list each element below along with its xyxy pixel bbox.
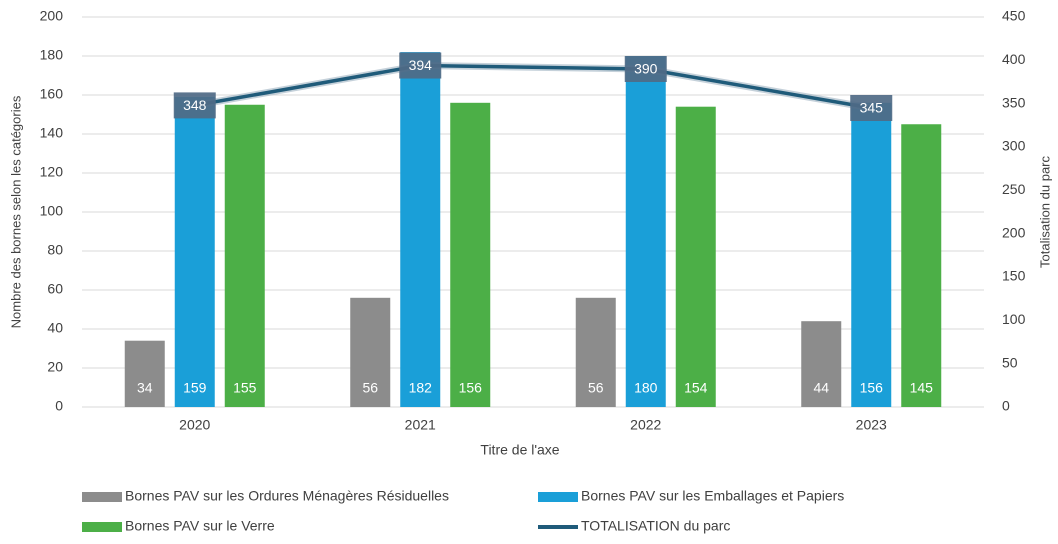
- bar: [350, 297, 391, 407]
- bar: [901, 124, 942, 407]
- legend-label: Bornes PAV sur le Verre: [125, 518, 275, 534]
- y-tick-label: 200: [40, 8, 64, 24]
- y-tick-label: 180: [40, 47, 64, 63]
- legend-swatch: [538, 492, 578, 502]
- legend-label: Bornes PAV sur les Ordures Ménagères Rés…: [125, 488, 449, 504]
- line-value-label: 345: [860, 100, 884, 116]
- y2-tick-label: 0: [1002, 398, 1010, 414]
- y-tick-label: 120: [40, 164, 64, 180]
- y2-tick-label: 450: [1002, 8, 1026, 24]
- line-value-label: 394: [409, 57, 433, 73]
- legend-swatch: [82, 522, 122, 532]
- y-tick-label: 60: [47, 281, 63, 297]
- line-value-label: 348: [183, 97, 207, 113]
- line-label-box: [624, 56, 667, 82]
- x-tick-label: 2021: [405, 417, 436, 433]
- bar: [400, 52, 441, 407]
- legend-swatch: [82, 492, 122, 502]
- y2-tick-label: 100: [1002, 311, 1026, 327]
- y-tick-label: 140: [40, 125, 64, 141]
- y2-tick-label: 250: [1002, 181, 1026, 197]
- y2-tick-label: 350: [1002, 94, 1026, 110]
- bar-value-label: 159: [183, 380, 207, 396]
- x-tick-label: 2020: [179, 417, 210, 433]
- bar: [851, 102, 892, 408]
- bar-value-label: 182: [409, 380, 433, 396]
- bar-value-label: 145: [910, 380, 934, 396]
- x-tick-label: 2022: [630, 417, 661, 433]
- y-tick-label: 20: [47, 359, 63, 375]
- y-tick-label: 0: [55, 398, 63, 414]
- line-label-box: [399, 52, 442, 79]
- bar-value-label: 56: [362, 380, 378, 396]
- x-tick-label: 2023: [856, 417, 887, 433]
- y2-tick-label: 200: [1002, 224, 1026, 240]
- y2-tick-label: 150: [1002, 268, 1026, 284]
- bar: [625, 56, 666, 407]
- bar: [575, 297, 616, 407]
- x-axis-title: Titre de l'axe: [480, 442, 559, 458]
- bar-value-label: 34: [137, 380, 153, 396]
- y2-tick-label: 400: [1002, 51, 1026, 67]
- legend-label: Bornes PAV sur les Emballages et Papiers: [581, 488, 844, 504]
- bar: [675, 106, 716, 407]
- y2-tick-label: 300: [1002, 138, 1026, 154]
- y2-tick-label: 50: [1002, 354, 1018, 370]
- bar-value-label: 155: [233, 380, 257, 396]
- bar: [124, 340, 165, 407]
- bar: [174, 96, 215, 407]
- y2-axis-title: Totalisation du parc: [1037, 155, 1052, 268]
- bar-value-label: 156: [860, 380, 884, 396]
- bar: [224, 104, 265, 407]
- line-label-box: [173, 92, 216, 119]
- line-label-box: [850, 95, 893, 121]
- y-tick-label: 100: [40, 203, 64, 219]
- line-value-label: 390: [634, 61, 658, 77]
- y-tick-label: 160: [40, 86, 64, 102]
- legend-label: TOTALISATION du parc: [581, 518, 730, 534]
- bar: [450, 102, 491, 408]
- bar-value-label: 56: [588, 380, 604, 396]
- bar-value-label: 156: [459, 380, 483, 396]
- y-axis-title: Nombre des bornes selon les catégories: [8, 95, 23, 328]
- line: [194, 63, 872, 110]
- bar: [801, 321, 842, 407]
- bar-value-label: 44: [813, 380, 829, 396]
- y-tick-label: 80: [47, 242, 63, 258]
- bar-value-label: 180: [634, 380, 658, 396]
- y-tick-label: 40: [47, 320, 63, 336]
- bar-value-label: 154: [684, 380, 708, 396]
